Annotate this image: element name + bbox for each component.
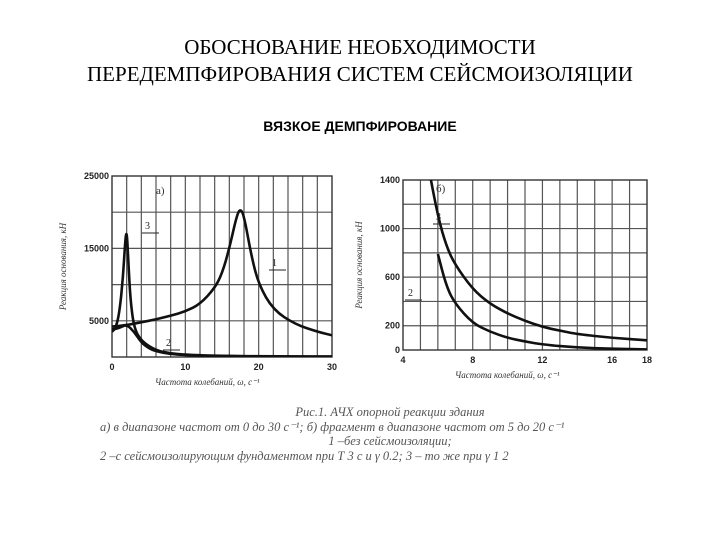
- x-tick-label: 4: [400, 355, 405, 365]
- series-line-2: [436, 253, 647, 350]
- x-tick-label: 10: [180, 362, 190, 372]
- x-tick-label: 16: [607, 355, 617, 365]
- series-line-1: [429, 180, 647, 342]
- y-tick-label: 5000: [89, 316, 109, 326]
- x-tick-label: 0: [109, 362, 114, 372]
- curve-label: 2: [166, 338, 171, 349]
- series-line-3: [112, 324, 332, 357]
- x-tick-label: 30: [327, 362, 337, 372]
- title-line-2: ПЕРЕДЕМПФИРОВАНИЯ СИСТЕМ СЕЙСМОИЗОЛЯЦИИ: [87, 62, 633, 86]
- figure-caption: Рис.1. АЧХ опорной реакции здания а) в д…: [100, 405, 680, 463]
- x-tick-label: 8: [470, 355, 475, 365]
- curve-label: 1: [272, 258, 277, 269]
- curve-label: 2: [408, 288, 413, 299]
- y-tick-label: 1400: [380, 175, 400, 185]
- y-tick-label: 200: [385, 321, 400, 331]
- series-line-1: [112, 209, 332, 337]
- curve-label: 3: [145, 221, 150, 232]
- caption-line-1: Рис.1. АЧХ опорной реакции здания: [295, 405, 485, 419]
- curve-label: 3: [436, 212, 441, 223]
- page-subtitle: ВЯЗКОЕ ДЕМПФИРОВАНИЕ: [263, 118, 457, 134]
- y-tick-label: 25000: [84, 171, 109, 181]
- panel-label: а): [156, 185, 165, 197]
- y-axis-label: Реакция основания, кН: [354, 221, 364, 310]
- x-tick-label: 18: [642, 355, 652, 365]
- panel-label: б): [436, 183, 446, 195]
- page-title: ОБОСНОВАНИЕ НЕОБХОДИМОСТИ ПЕРЕДЕМПФИРОВА…: [0, 34, 720, 88]
- y-tick-label: 0: [395, 345, 400, 355]
- caption-line-2: а) в диапазоне частот от 0 до 30 с⁻¹; б)…: [100, 419, 565, 434]
- x-tick-label: 20: [254, 362, 264, 372]
- x-axis-label: Частота колебаний, ω, с⁻¹: [455, 370, 560, 380]
- caption-line-3: 1 –без сейсмоизоляции;: [328, 434, 452, 448]
- x-tick-label: 12: [537, 355, 547, 365]
- x-axis-label: Частота колебаний, ω, с⁻¹: [155, 377, 260, 387]
- title-line-1: ОБОСНОВАНИЕ НЕОБХОДИМОСТИ: [184, 35, 536, 59]
- y-axis-label: Реакция основания, кН: [58, 222, 68, 311]
- y-tick-label: 1000: [380, 224, 400, 234]
- y-tick-label: 600: [385, 272, 400, 282]
- plot-frame: [402, 179, 648, 351]
- y-tick-label: 15000: [84, 243, 109, 253]
- caption-line-4: 2 –с сейсмоизолирующим фундаментом при Т…: [100, 448, 509, 463]
